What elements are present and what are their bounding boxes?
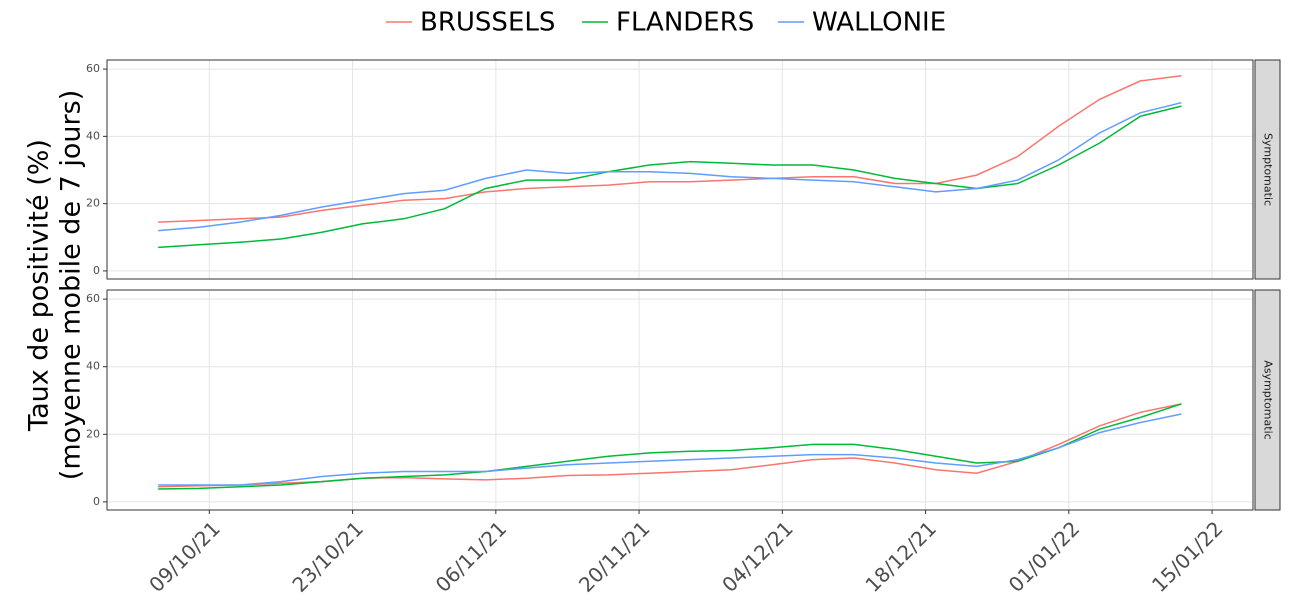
series-line — [158, 105, 1182, 249]
x-tick-label: 06/11/21 — [431, 516, 511, 596]
x-tick-label: 04/12/21 — [717, 516, 797, 596]
series-line — [158, 403, 1182, 490]
x-tick-label: 15/01/22 — [1147, 516, 1227, 596]
y-tick-label: 0 — [93, 495, 100, 508]
y-tick-label: 40 — [86, 129, 100, 142]
series-line — [158, 75, 1182, 223]
series-line — [158, 413, 1182, 486]
facet-label: Asymptomatic — [1262, 360, 1275, 439]
y-tick-label: 40 — [86, 360, 100, 373]
x-tick-label: 23/10/21 — [288, 516, 368, 596]
y-tick-label: 20 — [86, 427, 100, 440]
y-tick-label: 60 — [86, 62, 100, 75]
x-tick-label: 20/11/21 — [574, 516, 654, 596]
y-axis-label: Taux de positivité (%) — [24, 139, 55, 432]
panel-background — [107, 290, 1253, 510]
panel-background — [107, 60, 1253, 279]
x-tick-label: 09/10/21 — [144, 516, 224, 596]
series-line — [158, 101, 1182, 232]
legend-label: WALLONIE — [812, 8, 946, 38]
panel-border — [106, 59, 1254, 280]
legend-label: FLANDERS — [616, 8, 754, 38]
facet-strip — [1254, 59, 1281, 280]
legend-label: BRUSSELS — [420, 8, 555, 38]
x-tick-label: 01/01/22 — [1004, 516, 1084, 596]
panel-border — [106, 289, 1254, 511]
y-tick-label: 20 — [86, 197, 100, 210]
y-tick-label: 60 — [86, 292, 100, 305]
y-tick-label: 0 — [93, 264, 100, 277]
y-axis-label: (moyenne mobile de 7 jours) — [56, 90, 87, 480]
facet-label: Symptomatic — [1262, 133, 1275, 206]
x-tick-label: 18/12/21 — [861, 516, 941, 596]
facet-strip — [1254, 289, 1281, 511]
